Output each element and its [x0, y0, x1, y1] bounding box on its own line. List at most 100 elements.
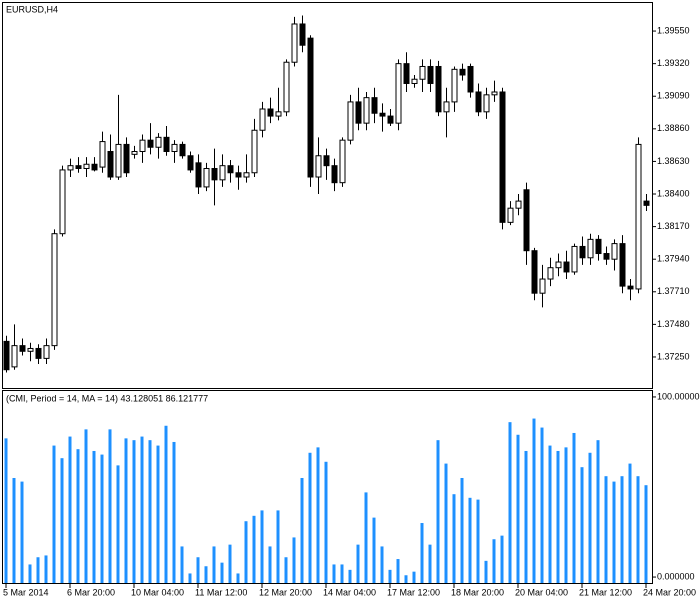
histogram-bar: [28, 564, 32, 583]
candle-body: [571, 245, 578, 273]
histogram-bar: [556, 450, 560, 583]
histogram-bar: [156, 445, 160, 583]
x-tick-label: 14 Mar 04:00: [323, 587, 376, 597]
candle-body: [547, 267, 554, 280]
histogram-bar: [572, 432, 576, 583]
histogram-bar: [148, 440, 152, 583]
histogram-bar: [316, 447, 320, 583]
histogram-bar: [84, 429, 88, 583]
candle-body: [371, 97, 378, 114]
candle-body: [435, 65, 442, 113]
candle-body: [43, 345, 50, 359]
histogram-bar: [284, 557, 288, 583]
candle-body: [451, 68, 458, 103]
histogram-bar: [236, 573, 240, 583]
histogram-bar: [348, 569, 352, 583]
histogram-bar: [628, 463, 632, 583]
histogram-bar: [308, 452, 312, 583]
candle-body: [499, 91, 506, 223]
histogram-bar: [620, 476, 624, 583]
histogram-bar: [412, 571, 416, 583]
candle-body: [539, 278, 546, 294]
histogram-bar: [612, 481, 616, 583]
histogram-bar: [68, 436, 72, 583]
candle-body: [27, 347, 34, 352]
histogram-bar: [268, 546, 272, 583]
chart-title: EURUSD,H4: [6, 4, 58, 14]
candle-body: [75, 165, 82, 170]
candle-body: [83, 163, 90, 170]
candle-body: [219, 165, 226, 181]
histogram-bar: [292, 537, 296, 583]
histogram-bar: [452, 494, 456, 583]
candle-body: [387, 115, 394, 124]
candle-body: [203, 168, 210, 188]
candle-body: [275, 111, 282, 117]
candle-body: [579, 245, 586, 259]
candle-body: [51, 233, 58, 347]
y-tick-label: 1.38630: [657, 156, 690, 166]
y-tick-label: 1.39550: [657, 25, 690, 35]
candle-body: [187, 155, 194, 171]
histogram-bar: [596, 440, 600, 583]
candle-body: [259, 108, 266, 131]
candle-body: [491, 91, 498, 96]
histogram-bar: [60, 458, 64, 583]
histogram-bar: [508, 422, 512, 583]
candle-body: [91, 163, 98, 171]
histogram-bar: [364, 492, 368, 583]
x-tick-label: 20 Mar 04:00: [515, 587, 568, 597]
histogram-bar: [396, 559, 400, 583]
histogram-bar: [300, 477, 304, 583]
histogram-bar: [4, 438, 8, 583]
x-tick-label: 12 Mar 20:00: [259, 587, 312, 597]
candle-body: [267, 108, 274, 117]
histogram-bar: [444, 463, 448, 583]
histogram-bar: [260, 510, 264, 583]
candle-body: [139, 139, 146, 153]
candle-body: [563, 261, 570, 273]
candle-body: [411, 78, 418, 84]
x-tick-label: 18 Mar 20:00: [451, 587, 504, 597]
candle-body: [67, 165, 74, 171]
candle-body: [251, 129, 258, 174]
candle-body: [227, 165, 234, 174]
y-tick-label: 1.37480: [657, 319, 690, 329]
histogram-bar: [436, 440, 440, 583]
candle-body: [11, 345, 18, 368]
candle-body: [291, 23, 298, 63]
histogram-bar: [212, 546, 216, 583]
histogram-bar: [172, 441, 176, 583]
candle-body: [115, 143, 122, 178]
candle-body: [595, 238, 602, 255]
histogram-bar: [228, 544, 232, 583]
main-pane: [2, 2, 653, 389]
candle-body: [235, 172, 242, 178]
y-tick-label: 1.39320: [657, 58, 690, 68]
histogram-bar: [108, 429, 112, 583]
x-tick-label: 17 Mar 12:00: [387, 587, 440, 597]
histogram-bar: [356, 544, 360, 583]
histogram-bar: [492, 539, 496, 583]
candle-body: [131, 151, 138, 155]
candle-body: [459, 68, 466, 76]
y-tick-label: 1.37940: [657, 254, 690, 264]
y-tick-label: 1.37250: [657, 351, 690, 361]
histogram-bar: [500, 535, 504, 583]
histogram-bar: [44, 555, 48, 583]
histogram-bar: [524, 450, 528, 583]
x-tick-label: 10 Mar 04:00: [131, 587, 184, 597]
y-tick-label: 1.38170: [657, 221, 690, 231]
histogram-bar: [564, 447, 568, 583]
histogram-bar: [644, 485, 648, 583]
histogram-bar: [516, 434, 520, 583]
histogram-bar: [548, 445, 552, 583]
candle-body: [363, 97, 370, 124]
histogram-bar: [332, 564, 336, 583]
histogram-bar: [580, 467, 584, 583]
histogram-bar: [420, 523, 424, 583]
histogram-bar: [460, 477, 464, 583]
y-tick-label: 1.38860: [657, 123, 690, 133]
histogram-bar: [132, 440, 136, 583]
